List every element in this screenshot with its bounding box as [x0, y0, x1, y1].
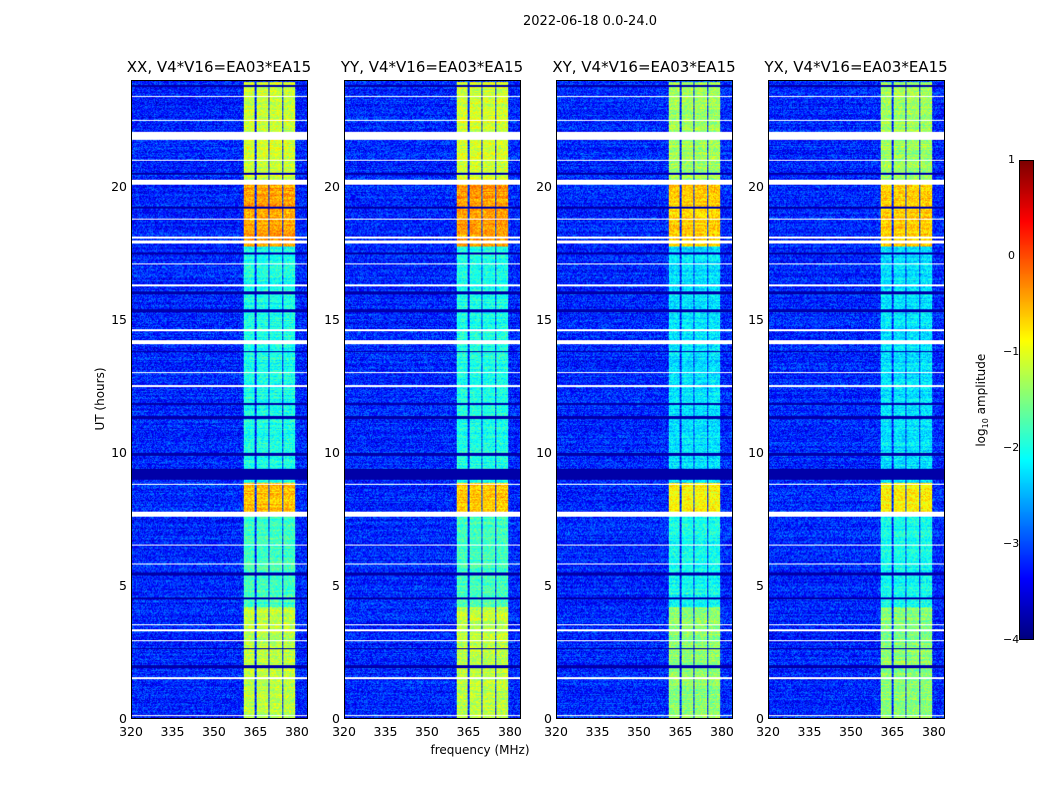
y-tick-label: 5 — [544, 577, 552, 593]
heatmap-panel — [768, 80, 945, 719]
x-tick-label: 380 — [922, 724, 946, 739]
x-tick-label: 335 — [585, 724, 610, 739]
x-axis-label: frequency (MHz) — [430, 743, 530, 757]
y-tick-label: 20 — [324, 178, 340, 194]
y-tick-label: 10 — [111, 444, 127, 460]
x-tick-label: 365 — [456, 724, 481, 739]
y-tick-label: 20 — [536, 178, 552, 194]
x-tick-label: 335 — [373, 724, 398, 739]
colorbar-tick-label: −4 — [1003, 633, 1020, 646]
y-tick-label: 10 — [324, 444, 340, 460]
y-tick-label: 20 — [748, 178, 764, 194]
panel-title: YY, V4*V16=EA03*EA15 — [340, 58, 524, 76]
x-tick-label: 320 — [332, 724, 356, 739]
x-tick-label: 350 — [839, 724, 863, 739]
x-tick-label: 365 — [243, 724, 268, 739]
x-tick-label: 335 — [797, 724, 822, 739]
y-tick-label: 0 — [332, 711, 340, 726]
x-tick-label: 350 — [627, 724, 651, 739]
y-tick-label: 5 — [119, 577, 127, 593]
heatmap-panel — [556, 80, 733, 719]
y-tick-label: 0 — [544, 711, 552, 726]
x-tick-label: 320 — [119, 724, 143, 739]
y-tick-label: 5 — [756, 577, 764, 593]
panel-title: XX, V4*V16=EA03*EA15 — [126, 58, 312, 76]
x-tick-label: 365 — [668, 724, 693, 739]
heatmap-panel — [344, 80, 521, 719]
heatmap-image — [769, 81, 944, 718]
heatmap-image — [345, 81, 520, 718]
heatmap-panel — [131, 80, 308, 719]
x-tick-label: 380 — [710, 724, 734, 739]
panel-title: XY, V4*V16=EA03*EA15 — [552, 58, 736, 76]
colorbar-tick-label: −1 — [1003, 345, 1020, 358]
heatmap-image — [132, 81, 307, 718]
colorbar-tick-label: −3 — [1003, 537, 1020, 550]
y-tick-label: 5 — [332, 577, 340, 593]
x-tick-label: 335 — [160, 724, 185, 739]
y-axis-label: UT (hours) — [93, 367, 107, 431]
y-tick-label: 15 — [536, 311, 552, 327]
x-tick-label: 350 — [415, 724, 439, 739]
x-tick-label: 320 — [756, 724, 780, 739]
x-tick-label: 320 — [544, 724, 568, 739]
x-tick-label: 350 — [202, 724, 226, 739]
y-tick-label: 10 — [536, 444, 552, 460]
colorbar — [1019, 160, 1034, 640]
colorbar-tick-label: −2 — [1003, 441, 1020, 454]
figure-title: 2022-06-18 0.0-24.0 — [523, 14, 657, 29]
colorbar-label: log10 amplitude — [973, 353, 991, 447]
heatmap-image — [557, 81, 732, 718]
y-tick-label: 15 — [324, 311, 340, 327]
x-tick-label: 380 — [285, 724, 309, 739]
y-tick-label: 15 — [111, 311, 127, 327]
y-tick-label: 15 — [748, 311, 764, 327]
y-tick-label: 0 — [756, 711, 764, 726]
panel-title: YX, V4*V16=EA03*EA15 — [764, 58, 948, 76]
colorbar-tick-label: 1 — [1008, 153, 1015, 166]
colorbar-tick-label: 0 — [1008, 249, 1015, 262]
y-tick-label: 0 — [119, 711, 127, 726]
x-tick-label: 365 — [880, 724, 905, 739]
y-tick-label: 20 — [111, 178, 127, 194]
x-tick-label: 380 — [498, 724, 522, 739]
y-tick-label: 10 — [748, 444, 764, 460]
